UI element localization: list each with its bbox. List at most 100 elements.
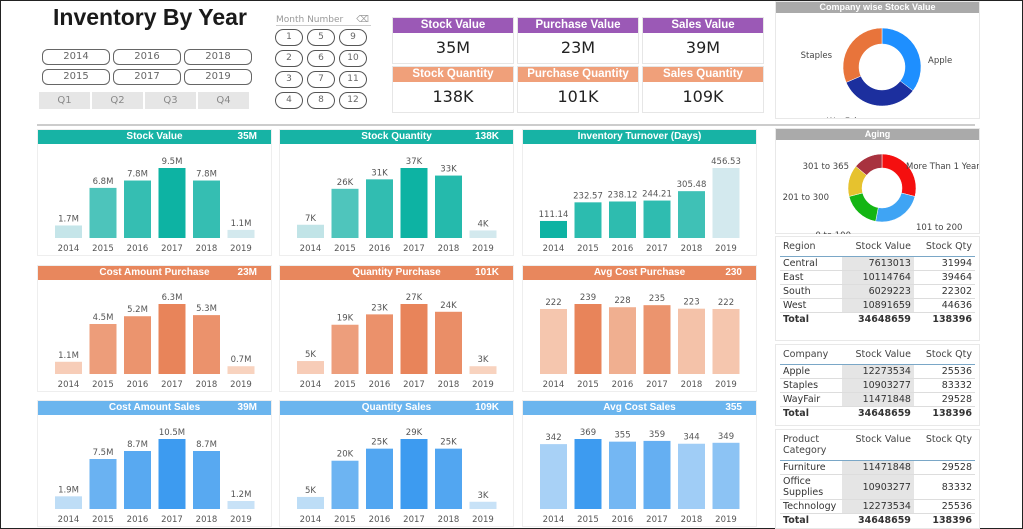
month-button-8[interactable]: 8 [307, 92, 335, 109]
bar-2017[interactable] [400, 168, 428, 238]
year-button-2019[interactable]: 2019 [184, 69, 252, 85]
column-header[interactable]: Company [780, 348, 842, 365]
year-button-2014[interactable]: 2014 [42, 49, 110, 65]
month-button-10[interactable]: 10 [339, 50, 367, 67]
column-header[interactable]: Stock Qty [913, 348, 975, 365]
bar-2019[interactable] [227, 229, 255, 238]
slice-101-to-200[interactable] [875, 192, 916, 223]
bar-2018[interactable] [193, 180, 220, 238]
bar-2015[interactable] [89, 324, 117, 374]
bar-2015[interactable] [331, 188, 359, 238]
bar-2014[interactable] [297, 361, 324, 374]
year-button-2015[interactable]: 2015 [42, 69, 110, 85]
bar-2018[interactable] [193, 451, 220, 509]
bar-2016[interactable] [609, 441, 636, 509]
bar-2018[interactable] [435, 311, 462, 374]
slice-staples[interactable] [842, 27, 883, 83]
column-header[interactable]: Stock Value [842, 240, 914, 257]
bar-2016[interactable] [366, 179, 393, 238]
total-cell: Total [780, 513, 842, 528]
month-button-7[interactable]: 7 [307, 71, 335, 88]
page-title: Inventory By Year [53, 4, 247, 30]
bar-2018[interactable] [435, 175, 462, 238]
bar-2015[interactable] [574, 439, 602, 509]
bar-2014[interactable] [55, 361, 82, 374]
slice-301-to-365[interactable] [855, 153, 883, 176]
bar-2019[interactable] [227, 501, 255, 509]
column-header[interactable]: Stock Value [842, 433, 914, 461]
year-button-2017[interactable]: 2017 [113, 69, 181, 85]
slice-0-to-100[interactable] [848, 192, 879, 222]
bar-2019[interactable] [712, 168, 740, 238]
month-button-1[interactable]: 1 [275, 29, 303, 46]
bar-2017[interactable] [643, 200, 671, 238]
month-button-12[interactable]: 12 [339, 92, 367, 109]
year-button-2016[interactable]: 2016 [113, 49, 181, 65]
bar-2015[interactable] [574, 202, 602, 238]
bar-2014[interactable] [540, 444, 567, 509]
kpi-card-sales-value: Sales Value 39M [642, 17, 764, 64]
bar-2014[interactable] [540, 220, 567, 238]
bar-2017[interactable] [158, 168, 186, 238]
bar-2015[interactable] [574, 304, 602, 374]
bar-2015[interactable] [331, 460, 359, 509]
bar-2017[interactable] [643, 440, 671, 509]
bar-2018[interactable] [678, 308, 705, 374]
bar-2018[interactable] [193, 315, 220, 374]
quarter-button-Q3[interactable]: Q3 [145, 92, 196, 109]
bar-2019[interactable] [469, 501, 497, 509]
bar-2018[interactable] [435, 448, 462, 509]
bar-2016[interactable] [124, 180, 151, 238]
data-label: 5K [305, 350, 316, 360]
month-button-9[interactable]: 9 [339, 29, 367, 46]
bar-2014[interactable] [55, 225, 82, 238]
column-header[interactable]: Stock Qty [913, 240, 975, 257]
year-button-2018[interactable]: 2018 [184, 49, 252, 65]
bar-2016[interactable] [124, 451, 151, 509]
bar-2015[interactable] [89, 187, 117, 238]
slice-apple[interactable] [881, 27, 922, 92]
bar-2016[interactable] [366, 314, 393, 374]
bar-2014[interactable] [297, 224, 324, 238]
bar-2019[interactable] [227, 366, 255, 374]
bar-2017[interactable] [643, 305, 671, 374]
bar-2015[interactable] [89, 459, 117, 509]
bar-2016[interactable] [609, 307, 636, 374]
bar-2019[interactable] [469, 366, 497, 374]
column-header[interactable]: Region [780, 240, 842, 257]
month-button-6[interactable]: 6 [307, 50, 335, 67]
column-header[interactable]: Stock Value [842, 348, 914, 365]
bar-2014[interactable] [540, 308, 567, 374]
bar-2018[interactable] [678, 443, 705, 509]
aging-donut-title: Aging [776, 129, 979, 140]
bar-2019[interactable] [712, 308, 740, 374]
bar-2018[interactable] [678, 191, 705, 238]
bar-2016[interactable] [366, 448, 393, 509]
eraser-icon[interactable]: ⌫ [356, 15, 369, 25]
bar-2017[interactable] [400, 304, 428, 374]
column-header[interactable]: Stock Qty [913, 433, 975, 461]
month-button-2[interactable]: 2 [275, 50, 303, 67]
bar-2017[interactable] [400, 439, 428, 509]
quarter-button-Q2[interactable]: Q2 [92, 92, 143, 109]
slice-more-than-1-year[interactable] [881, 153, 917, 197]
bar-2014[interactable] [55, 496, 82, 509]
column-header[interactable]: Product Category [780, 433, 842, 461]
table-region: Region Stock Value Stock Qty Central 7613013… [775, 236, 980, 341]
month-button-5[interactable]: 5 [307, 29, 335, 46]
bar-2019[interactable] [469, 230, 497, 238]
quarter-button-Q1[interactable]: Q1 [39, 92, 90, 109]
bar-2014[interactable] [297, 496, 324, 509]
month-button-3[interactable]: 3 [275, 71, 303, 88]
bar-2017[interactable] [158, 304, 186, 374]
bar-2019[interactable] [712, 442, 740, 509]
data-label: 25K [371, 438, 388, 448]
x-tick-label: 2017 [161, 380, 183, 390]
bar-2017[interactable] [158, 439, 186, 509]
month-button-11[interactable]: 11 [339, 71, 367, 88]
bar-2016[interactable] [609, 201, 636, 238]
bar-2015[interactable] [331, 324, 359, 374]
quarter-button-Q4[interactable]: Q4 [198, 92, 249, 109]
bar-2016[interactable] [124, 316, 151, 374]
month-button-4[interactable]: 4 [275, 92, 303, 109]
